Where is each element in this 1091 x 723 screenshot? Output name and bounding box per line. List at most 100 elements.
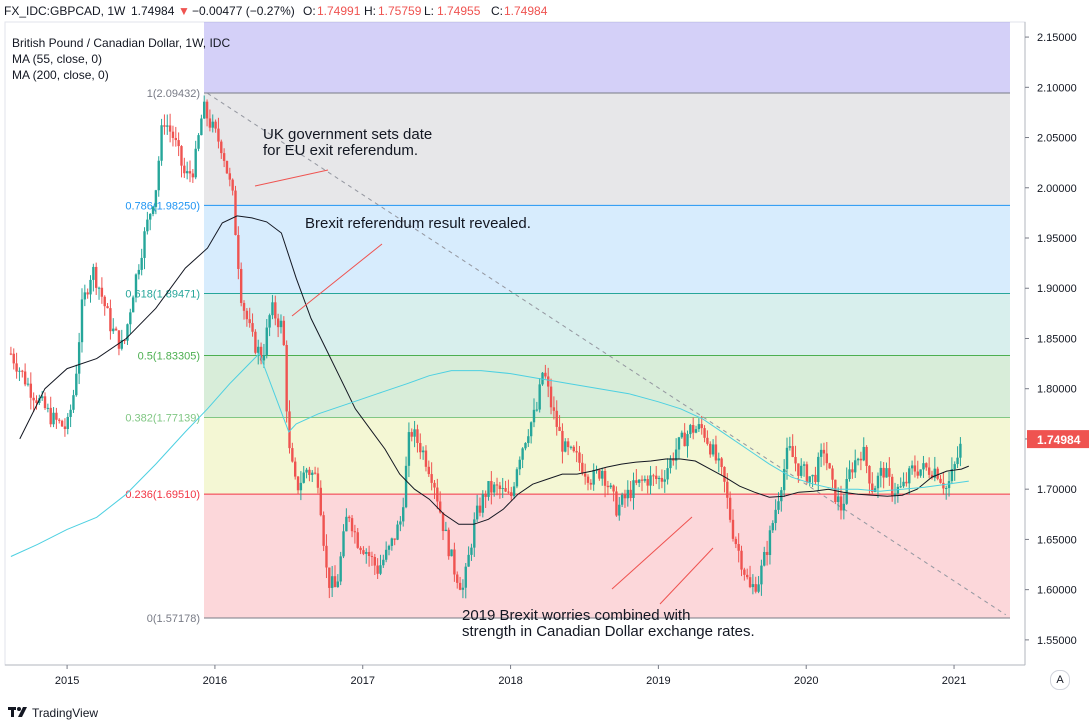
candle-body	[296, 476, 300, 491]
symbol-label[interactable]: FX_IDC:GBPCAD, 1W	[4, 4, 126, 18]
candle-body	[564, 441, 567, 452]
candle-body	[512, 486, 516, 497]
candle-body	[404, 465, 408, 508]
candle-body	[885, 468, 888, 478]
legend-ma55[interactable]: MA (55, close, 0)	[12, 52, 103, 66]
candle-body	[345, 516, 348, 532]
candle-body	[12, 353, 15, 364]
candle-body	[146, 219, 149, 232]
candle-body	[97, 287, 101, 289]
trend-line	[207, 92, 1007, 616]
price-tick-label: 2.05000	[1037, 133, 1077, 145]
price-tick-label: 2.10000	[1037, 82, 1077, 94]
candle-body	[777, 501, 780, 510]
candle-body	[538, 384, 541, 410]
price-chart[interactable]: 1(2.09432) 0.786(1.98250) 0.618(1.89471) 0.…	[0, 0, 1091, 703]
candle-body	[470, 547, 473, 555]
candle-body	[643, 479, 647, 481]
candle-body	[572, 446, 575, 452]
fib-level-label: 0.786(1.98250)	[125, 200, 200, 212]
candle-body	[566, 441, 570, 448]
candle-body	[879, 467, 883, 476]
fib-level-label: 1(2.09432)	[147, 88, 200, 100]
candle-body	[737, 544, 740, 551]
candle-body	[487, 481, 490, 497]
candle-body	[438, 501, 442, 513]
candle-body	[757, 584, 760, 592]
annotation-2019-brexit: strength in Canadian Dollar exchange rat…	[462, 623, 755, 640]
candle-body	[709, 443, 712, 455]
close-label: C:	[491, 4, 503, 18]
candle-body	[413, 429, 416, 437]
candle-body	[402, 507, 405, 522]
candle-body	[188, 171, 192, 174]
last-price: 1.74984	[131, 4, 175, 18]
candle-body	[689, 425, 692, 435]
candle-body	[160, 125, 163, 161]
candle-body	[245, 310, 249, 320]
candle-body	[697, 424, 701, 430]
candle-body	[842, 503, 846, 511]
legend-title[interactable]: British Pound / Canadian Dollar, 1W, IDC	[12, 36, 231, 50]
candle-body	[529, 422, 533, 437]
candle-body	[180, 146, 183, 166]
candle-body	[185, 171, 189, 174]
candle-body	[882, 467, 885, 478]
candles	[9, 95, 962, 599]
candle-body	[672, 458, 675, 461]
close-value: 1.74984	[504, 4, 548, 18]
high-value: 1.75759	[378, 4, 422, 18]
candle-body	[626, 489, 630, 499]
candle-body	[475, 505, 479, 520]
candle-body	[720, 458, 723, 467]
candle-body	[555, 410, 558, 427]
candle-body	[373, 556, 376, 566]
auto-scale-button[interactable]: A	[1050, 670, 1070, 690]
candle-body	[376, 565, 379, 574]
tradingview-brand[interactable]: TradingView	[32, 706, 99, 720]
candle-body	[285, 344, 288, 412]
candle-body	[276, 318, 280, 328]
price-tick-label: 1.95000	[1037, 233, 1077, 245]
candle-body	[831, 468, 834, 480]
candle-body	[35, 400, 38, 403]
last-price-label: 1.74984	[1037, 433, 1081, 447]
candle-body	[453, 549, 456, 575]
candle-body	[691, 425, 695, 433]
candle-body	[495, 484, 499, 486]
candle-body	[490, 481, 493, 493]
candle-body	[694, 429, 698, 433]
candle-body	[615, 491, 618, 516]
candle-body	[609, 485, 612, 488]
candle-body	[410, 432, 413, 437]
candle-body	[168, 125, 172, 132]
candle-body	[640, 479, 644, 481]
legend-ma200[interactable]: MA (200, close, 0)	[12, 68, 109, 82]
candle-body	[618, 504, 621, 516]
candle-body	[711, 444, 715, 455]
candle-body	[433, 482, 436, 488]
candle-body	[140, 257, 143, 270]
candle-body	[200, 118, 203, 136]
candle-body	[800, 465, 803, 476]
candle-body	[859, 458, 863, 461]
ma200-line	[10, 352, 969, 557]
candle-body	[782, 468, 786, 491]
candle-body	[362, 550, 365, 554]
candle-body	[399, 521, 402, 525]
candle-body	[166, 125, 169, 127]
candle-body	[299, 482, 303, 491]
candle-body	[330, 576, 334, 588]
candle-body	[592, 470, 595, 485]
time-tick-label: 2017	[350, 675, 374, 687]
candle-body	[606, 485, 610, 488]
candle-body	[29, 383, 33, 398]
candle-body	[348, 516, 351, 519]
candle-body	[288, 411, 291, 449]
candle-body	[137, 269, 141, 275]
candle-body	[655, 475, 658, 480]
open-value: 1.74991	[317, 4, 361, 18]
candle-body	[356, 532, 359, 548]
price-tick-label: 1.55000	[1037, 635, 1077, 647]
candle-body	[723, 466, 726, 482]
